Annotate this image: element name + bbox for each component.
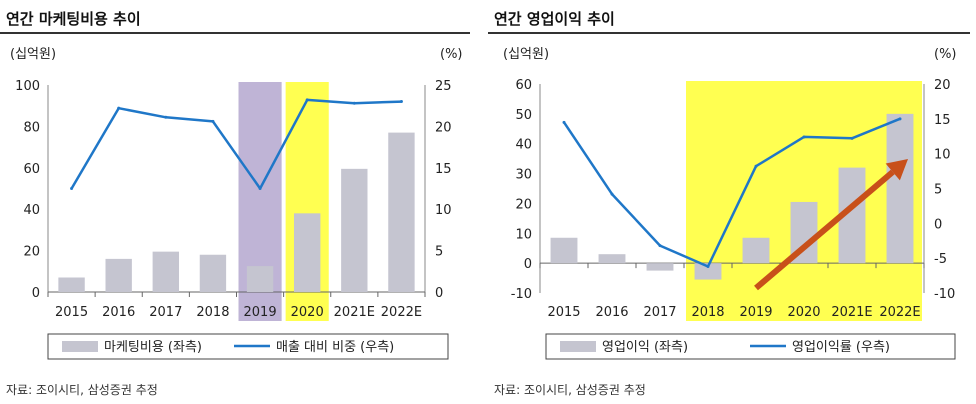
bar	[293, 213, 321, 292]
bar	[388, 132, 415, 292]
ratio-line-point	[258, 187, 262, 190]
right-axis-unit: (%)	[934, 47, 957, 62]
bar	[105, 258, 132, 292]
left-tick-label: 0	[32, 286, 40, 301]
right-tick-label: 10	[934, 148, 951, 163]
ratio-line-point	[352, 101, 356, 105]
category-label: 2021E	[334, 305, 375, 320]
source-note: 자료: 조이시티, 삼성증권 추정	[494, 383, 646, 397]
right-tick-label: -10	[934, 287, 955, 302]
category-label: 2017	[149, 305, 182, 320]
ratio-line-point	[802, 135, 806, 139]
ratio-line-point	[164, 115, 168, 119]
left-axis-unit: (십억원)	[10, 47, 56, 62]
ratio-line-point	[658, 244, 662, 248]
left-tick-label: 60	[23, 162, 40, 177]
legend-bar-label: 영업이익 (좌측)	[602, 340, 688, 355]
right-tick-label: 25	[435, 79, 452, 94]
left-tick-label: 100	[15, 79, 40, 94]
ratio-line-point	[850, 136, 854, 140]
marketing-cost-chart: (십억원) (%) 0 20 40 60 80 100 0 5 10 15 20 25 2015 2016 20…	[10, 47, 463, 360]
category-label: 2016	[102, 305, 135, 320]
right-tick-label: 15	[934, 113, 951, 128]
left-tick-label: 20	[515, 197, 532, 212]
right-tick-label: 15	[435, 162, 452, 177]
bar	[152, 251, 180, 292]
category-label: 2022E	[381, 305, 422, 320]
legend-box	[47, 333, 449, 360]
marketing-chart-title: 연간 마케팅비용 추이	[6, 10, 141, 28]
right-tick-label: -5	[934, 252, 947, 267]
right-tick-label: 0	[934, 217, 942, 232]
left-tick-label: 10	[515, 227, 532, 242]
source-note: 자료: 조이시티, 삼성증권 추정	[6, 383, 158, 397]
category-label: 2022E	[879, 305, 920, 320]
legend-line-label: 매출 대비 비중 (우측)	[276, 340, 394, 355]
category-label: 2015	[547, 305, 580, 320]
bar	[199, 254, 227, 292]
trend-arrow-shaft	[754, 169, 895, 291]
title-underline	[0, 32, 470, 34]
ratio-line	[70, 98, 402, 190]
category-label: 2018	[691, 305, 724, 320]
title-underline	[488, 32, 970, 34]
left-axis-unit: (십억원)	[503, 47, 549, 62]
operating-profit-panel: 연간 영업이익 추이 (십억원) (%) -10 0 10 20 30 40 50 60 -10 -5…	[488, 0, 976, 404]
right-tick-label: 20	[435, 120, 452, 135]
legend-line-label: 영업이익률 (우측)	[792, 340, 890, 355]
right-axis-unit: (%)	[440, 47, 463, 62]
category-label: 2020	[291, 305, 324, 320]
bar	[598, 254, 626, 264]
ratio-line	[562, 117, 901, 268]
ratio-line-point	[399, 100, 403, 104]
category-label: 2016	[595, 305, 628, 320]
left-tick-label: 0	[524, 257, 532, 272]
legend-bar-swatch	[62, 341, 98, 352]
ratio-line-point	[754, 164, 758, 168]
left-tick-label: 80	[23, 120, 40, 135]
category-label: 2019	[244, 305, 277, 320]
left-tick-label: 40	[23, 203, 40, 218]
left-tick-label: 30	[515, 168, 532, 183]
category-label: 2021E	[831, 305, 872, 320]
ratio-line-point	[562, 120, 566, 124]
category-label: 2019	[739, 305, 772, 320]
profit-chart-title: 연간 영업이익 추이	[494, 10, 615, 28]
bar	[341, 168, 368, 292]
bar	[646, 263, 674, 271]
left-tick-label: -10	[511, 287, 532, 302]
bar	[246, 266, 274, 292]
ratio-line-point	[305, 98, 309, 102]
bar	[58, 277, 85, 292]
right-tick-label: 5	[934, 183, 942, 198]
category-label: 2020	[787, 305, 820, 320]
ratio-line-point	[706, 265, 710, 269]
left-tick-label: 60	[515, 78, 532, 93]
category-label: 2018	[196, 305, 229, 320]
right-tick-label: 5	[435, 245, 443, 260]
left-tick-label: 20	[23, 245, 40, 260]
left-tick-label: 50	[515, 108, 532, 123]
marketing-cost-panel: 연간 마케팅비용 추이 (십억원) (%) 0 20 40 60 80 100 0 5 10 15 20…	[0, 10, 470, 397]
bar	[694, 263, 722, 280]
right-tick-label: 10	[435, 203, 452, 218]
bar	[550, 237, 578, 264]
left-tick-label: 40	[515, 138, 532, 153]
legend-bar-swatch	[560, 341, 596, 352]
ratio-line-point	[898, 117, 902, 121]
highlight-band	[686, 81, 922, 321]
ratio-line-point	[117, 106, 121, 110]
category-label: 2015	[55, 305, 88, 320]
right-tick-label: 0	[435, 286, 443, 301]
bar	[742, 237, 770, 264]
right-tick-label: 20	[934, 78, 951, 93]
category-label: 2017	[643, 305, 676, 320]
ratio-line-point	[70, 187, 74, 190]
ratio-line-point	[211, 119, 215, 123]
legend-bar-label: 마케팅비용 (좌측)	[104, 340, 202, 355]
bar	[886, 113, 914, 264]
trend-arrow-head	[885, 159, 908, 181]
operating-profit-chart: (십억원) (%) -10 0 10 20 30 40 50 60 -10 -5 0 5 10 15 20 201…	[503, 47, 957, 360]
ratio-line-point	[610, 192, 614, 196]
